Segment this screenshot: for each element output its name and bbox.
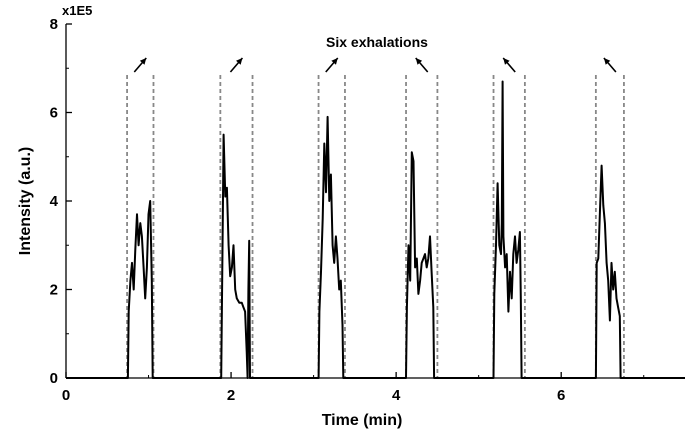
y-tick-label: 8	[50, 16, 58, 33]
x-tick-label: 0	[62, 387, 70, 404]
y-axis-label: Intensity (a.u.)	[17, 147, 34, 255]
exhalation-arrows	[133, 57, 617, 73]
arrow-icon	[229, 57, 244, 73]
axes	[65, 24, 685, 379]
x-axis-label: Time (min)	[322, 412, 403, 429]
x-tick-label: 4	[392, 387, 401, 404]
annotation-six-exhalations: Six exhalations	[326, 34, 428, 50]
y-tick-label: 6	[50, 105, 58, 122]
y-tick-label: 4	[50, 193, 59, 210]
arrow-icon	[415, 57, 429, 73]
arrow-icon	[502, 57, 516, 73]
arrow-icon	[325, 57, 339, 73]
y-multiplier-label: x1E5	[62, 3, 92, 18]
arrow-icon	[133, 57, 147, 73]
y-tick-label: 2	[50, 282, 58, 299]
x-ticks: 0 2 4 6	[62, 372, 645, 404]
arrow-icon	[603, 57, 617, 73]
exhalation-markers	[126, 75, 625, 378]
series-line	[66, 80, 685, 379]
x-tick-label: 2	[227, 387, 235, 404]
y-tick-label: 0	[50, 370, 58, 387]
y-ticks: 0 2 4 6 8	[50, 16, 72, 387]
x-tick-label: 6	[557, 387, 565, 404]
